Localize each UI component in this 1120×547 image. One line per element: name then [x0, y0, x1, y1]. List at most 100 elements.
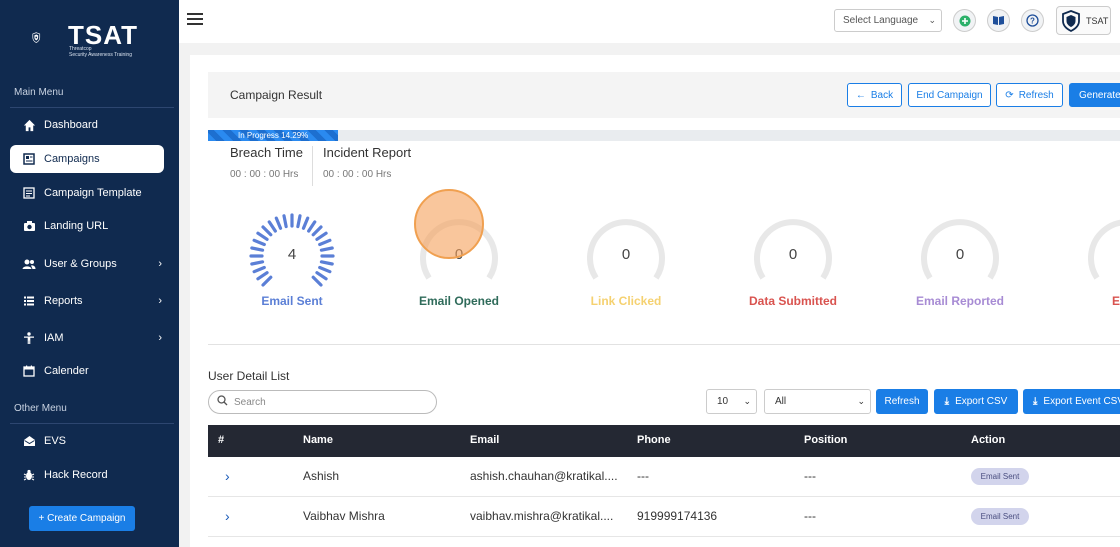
filter-value: All	[775, 396, 787, 407]
bug-icon	[22, 468, 36, 482]
expand-row-chevron-icon[interactable]: ›	[225, 468, 230, 484]
hamburger-menu-icon[interactable]	[187, 13, 203, 27]
divider	[10, 107, 174, 108]
user-phone: 919999174136	[637, 509, 718, 523]
user-phone: ---	[637, 469, 649, 483]
sidebar-item-label: Reports	[44, 295, 83, 307]
gauge-tick	[315, 231, 328, 241]
brand-subtitle: Threatcop Security Awareness Training	[69, 46, 149, 58]
sidebar-item-evs[interactable]: EVS	[10, 427, 164, 455]
export-event-csv-button[interactable]: ⤓ Export Event CSV	[1023, 389, 1120, 414]
sidebar-item-reports[interactable]: Reports ›	[10, 287, 164, 315]
chevron-down-icon: ⌄	[857, 396, 865, 406]
profile-menu[interactable]: TSAT	[1056, 6, 1111, 35]
column-header: Action	[971, 434, 1006, 446]
chevron-right-icon: ›	[158, 295, 162, 307]
gauge-tick	[252, 265, 266, 274]
search-placeholder: Search	[234, 396, 266, 408]
sidebar-item-label: Calender	[44, 365, 89, 377]
page-size-select[interactable]: 10 ⌄	[706, 389, 757, 414]
language-select-value: Select Language	[843, 15, 919, 26]
book-icon[interactable]	[987, 9, 1010, 32]
calendar-icon	[22, 364, 36, 378]
gauge-tick	[261, 225, 273, 237]
arrow-left-icon: ←	[855, 89, 866, 101]
user-position: ---	[804, 469, 816, 483]
create-campaign-button[interactable]: + Create Campaign	[29, 506, 135, 531]
gauge-tick	[301, 216, 310, 230]
chevron-right-icon: ›	[158, 332, 162, 344]
gauge-tick	[250, 260, 265, 266]
language-select[interactable]: Select Language ⌄	[834, 9, 942, 32]
incident-report-label: Incident Report	[323, 145, 412, 160]
column-header: Phone	[637, 434, 671, 446]
envelope-icon	[22, 434, 36, 448]
add-icon[interactable]	[953, 9, 976, 32]
email-sent-count: 4	[287, 246, 297, 263]
sidebar-item-label: EVS	[44, 435, 67, 447]
help-icon[interactable]: ?	[1021, 9, 1044, 32]
sidebar-item-dashboard[interactable]: Dashboard	[10, 111, 164, 139]
list-icon	[22, 294, 36, 308]
gauge-tick	[311, 275, 323, 287]
breach-time-value: 00 : 00 : 00 Hrs	[230, 169, 299, 180]
main-menu-label: Main Menu	[14, 87, 64, 98]
gauge-tick	[267, 220, 277, 233]
sidebar-item-iam[interactable]: IAM ›	[10, 324, 164, 352]
chevron-right-icon: ›	[158, 258, 162, 270]
page-title: Campaign Result	[230, 88, 323, 102]
gauge-tick	[318, 265, 332, 274]
generate-button[interactable]: Generate	[1069, 83, 1120, 107]
sidebar-item-label: Hack Record	[44, 469, 108, 481]
sidebar-item-campaign-template[interactable]: Campaign Template	[10, 179, 164, 207]
breach-time-label: Breach Time	[230, 145, 303, 160]
gauge-tick	[256, 231, 269, 241]
email-reported-label: Email Reported	[915, 294, 1005, 308]
sidebar-item-user-groups[interactable]: User & Groups ›	[10, 250, 164, 278]
sidebar: TSAT Threatcop Security Awareness Traini…	[0, 0, 179, 547]
export-csv-button[interactable]: ⤓ Export CSV	[934, 389, 1018, 414]
camera-icon	[22, 219, 36, 233]
sidebar-item-landing-url[interactable]: Landing URL	[10, 212, 164, 240]
back-button-label: Back	[870, 89, 894, 101]
refresh-button[interactable]: ⟳ Refresh	[996, 83, 1063, 107]
email-sent-gauge	[249, 213, 335, 287]
link-clicked-count: 0	[621, 246, 631, 263]
column-header: #	[218, 434, 225, 446]
tsat-avatar-icon	[1062, 9, 1080, 32]
campaign-progress-bar: In Progress 14.29%	[208, 130, 1120, 141]
link-clicked-label: Link Clicked	[590, 294, 662, 308]
expand-row-chevron-icon[interactable]: ›	[225, 508, 230, 524]
gauge-tick	[274, 216, 283, 230]
user-email: ashish.chauhan@kratikal....	[470, 469, 618, 483]
gauge-tick	[261, 275, 273, 287]
user-detail-list-title: User Detail List	[208, 369, 290, 383]
progress-fill: In Progress 14.29%	[208, 130, 339, 141]
brand-name: TSAT	[68, 20, 138, 50]
search-input[interactable]: Search	[208, 390, 437, 414]
sidebar-item-label: Landing URL	[44, 220, 109, 232]
filter-select[interactable]: All ⌄	[764, 389, 871, 414]
divider	[312, 146, 313, 186]
sidebar-item-hack-record[interactable]: Hack Record	[10, 461, 164, 489]
incident-report-value: 00 : 00 : 00 Hrs	[323, 169, 392, 180]
list-refresh-button[interactable]: Refresh	[876, 389, 928, 414]
end-campaign-button[interactable]: End Campaign	[908, 83, 991, 107]
sidebar-item-calender[interactable]: Calender	[10, 357, 164, 385]
status-badge: Email Sent	[971, 508, 1029, 525]
sidebar-item-label: IAM	[44, 332, 64, 344]
gauge-tick	[307, 220, 317, 233]
divider	[10, 423, 174, 424]
chevron-down-icon: ⌄	[928, 15, 936, 25]
other-menu-label: Other Menu	[14, 403, 67, 414]
sidebar-item-campaigns[interactable]: Campaigns	[10, 145, 164, 173]
user-name: Vaibhav Mishra	[303, 509, 385, 523]
sidebar-item-label: Campaigns	[44, 153, 100, 165]
search-icon	[217, 395, 228, 409]
back-button[interactable]: ← Back	[847, 83, 902, 107]
email-sent-label: Email Sent	[261, 294, 323, 308]
column-header: Email	[470, 434, 500, 446]
gauge-tick	[282, 214, 288, 229]
generate-label: Generate	[1079, 89, 1120, 101]
link-clicked-gauge	[587, 219, 665, 280]
